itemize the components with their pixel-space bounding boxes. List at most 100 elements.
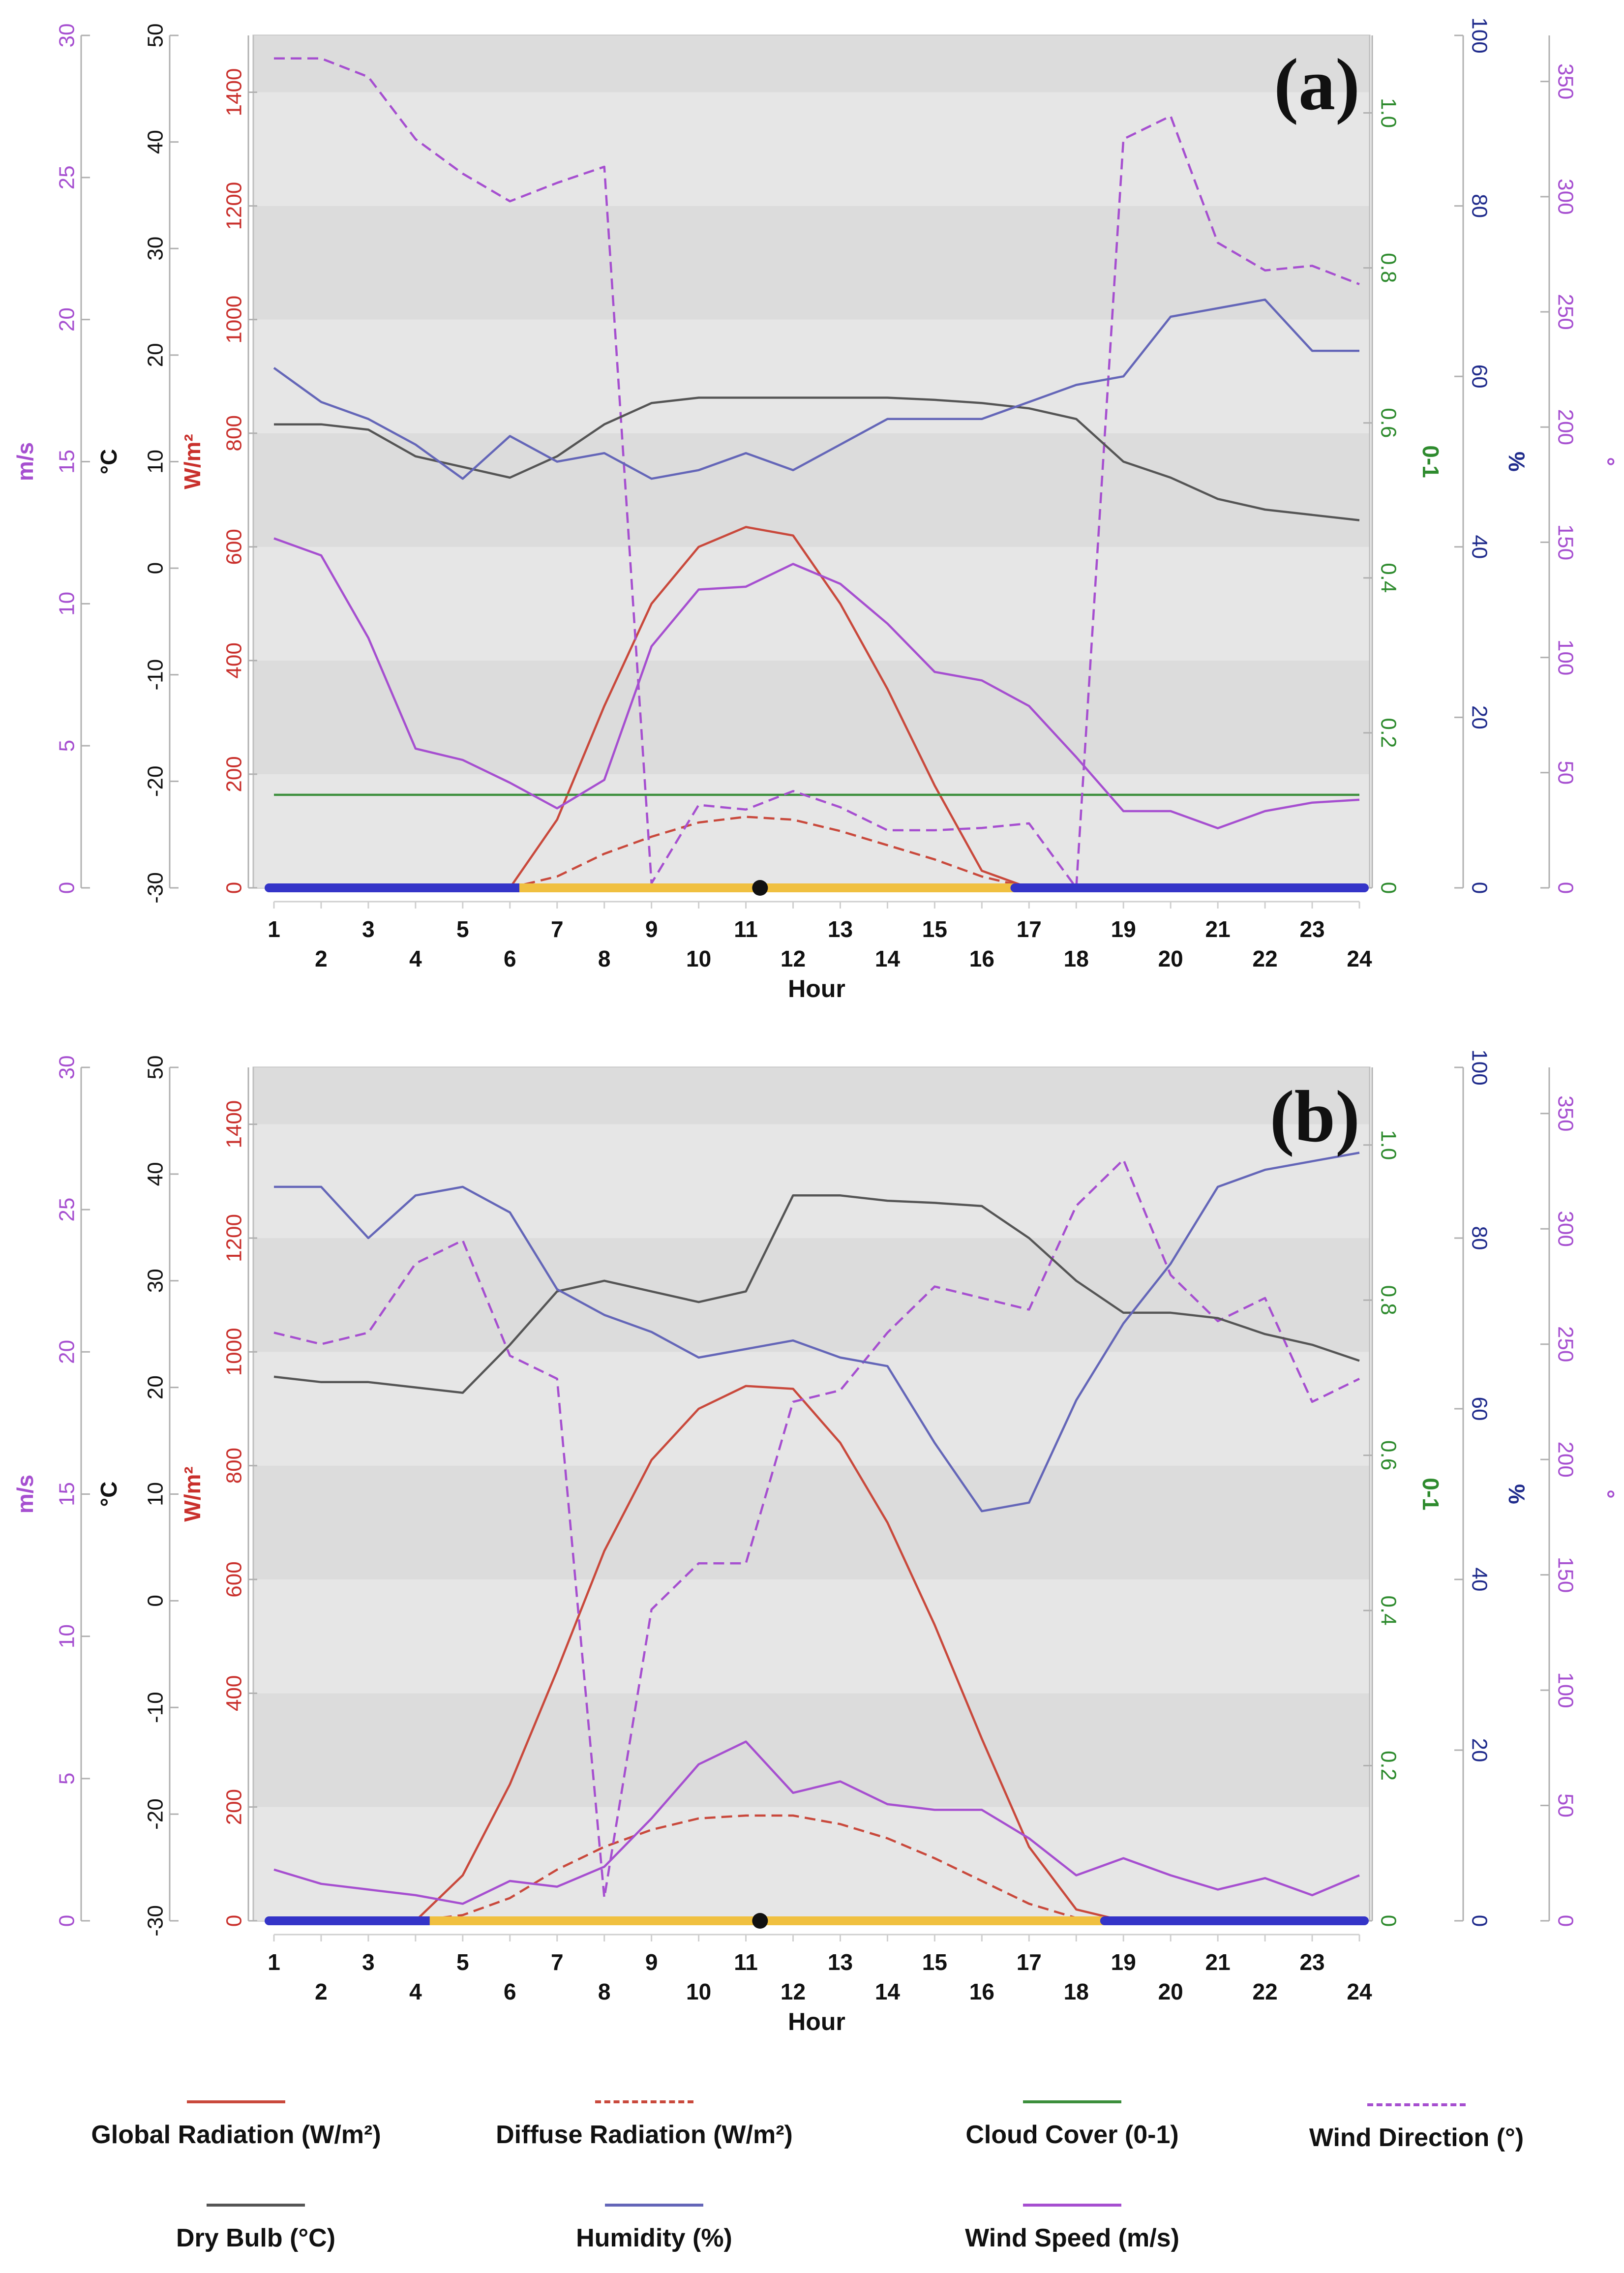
x-tick-label: 22 [1253,946,1278,971]
tick-label: 100 [1553,639,1577,675]
legend-item-wind-direction: Wind Direction (°) [1244,2103,1589,2152]
axis-title: ° [1594,1489,1619,1498]
tick-label: 0.8 [1376,253,1400,283]
axis-title: °C [96,1482,121,1507]
tick-label: 0 [222,1915,246,1927]
tick-label: 0 [1467,882,1491,894]
tick-label: 0 [1376,1915,1400,1927]
grid-band [254,433,1369,547]
tick-label: 1000 [222,296,246,344]
tick-label: 800 [222,1448,246,1484]
tick-label: 0.8 [1376,1285,1400,1315]
tick-label: 300 [1553,179,1577,214]
x-tick-label: 19 [1111,1949,1136,1975]
x-tick-label: 10 [686,946,711,971]
tick-label: 40 [144,130,168,154]
axis-title: 0-1 [1418,1478,1444,1510]
grid-band [254,92,1369,206]
tick-label: -30 [144,1905,168,1937]
tick-label: 20 [1467,705,1491,729]
x-tick-label: 4 [409,1979,422,2004]
tick-label: 400 [222,642,246,678]
legend-item-cloud-cover: Cloud Cover (0-1) [900,2100,1244,2150]
panel-b: 051015202530m/s-30-20-1001020304050°C020… [12,1049,1619,2035]
grid-band [254,319,1369,433]
axis-title: 0-1 [1418,445,1444,478]
x-tick-label: 20 [1158,946,1183,971]
x-tick-label: 18 [1064,1979,1089,2004]
x-tick-label: 23 [1299,1949,1324,1975]
grid-band [254,774,1369,888]
tick-label: 50 [144,1056,168,1080]
tick-label: 200 [1553,1441,1577,1477]
x-tick-label: 1 [268,916,280,942]
legend-item-wind-speed: Wind Speed (m/s) [900,2204,1244,2253]
series-line-wind-direction [273,1158,1360,1899]
x-tick-label: 7 [551,1949,564,1975]
grid-band [254,1465,1369,1579]
tick-label: 0.6 [1376,408,1400,438]
tick-label: 400 [222,1675,246,1711]
solar-noon-marker [752,1913,768,1929]
tick-label: 0 [144,562,168,574]
legend-label-dry-bulb: Dry Bulb (°C) [176,2224,336,2252]
tick-label: 350 [1553,1095,1577,1131]
tick-label: 80 [1467,1226,1491,1250]
tick-label: 600 [222,529,246,565]
axis-cloud: 0 0.2 0.4 0.6 0.8 1.0 0-1 [1363,35,1444,894]
tick-label: 10 [144,1482,168,1506]
series-line-wind-speed-m-s [273,1740,1360,1905]
tick-label: 30 [144,237,168,261]
axis-title: % [1504,1484,1530,1504]
legend-label-humidity: Humidity (%) [576,2224,732,2252]
x-axis: 1 3 5 7 9 11 13 15 17 19 21 232 4 6 8 10 12 14 16 18 20 22 24H… [268,1934,1372,2035]
solar-noon-marker [752,880,768,896]
grid-band [254,1579,1369,1694]
tick-label: 50 [144,24,168,48]
tick-label: 800 [222,415,246,451]
axis-wind-direction: 0 50 100 150 200 250 300 350 ° [1540,35,1619,894]
axis-title: m/s [12,1475,38,1514]
tick-label: 1.0 [1376,1130,1400,1160]
axis-wind-speed: 0 5 10 15 20 25 30 m/s [12,1056,90,1927]
legend: Global Radiation (W/m²) Diffuse Radiatio… [0,2081,1624,2273]
axis-title: W/m² [180,1466,205,1521]
legend-swatch-global-radiation [187,2100,285,2103]
tick-label: 80 [1467,194,1491,218]
x-tick-label: 5 [456,1949,469,1975]
tick-label: 0 [1553,1915,1577,1927]
tick-label: -20 [144,766,168,797]
x-axis-title: Hour [788,975,845,1002]
axis-wind-speed: 0 5 10 15 20 25 30 m/s [12,24,90,894]
x-axis-title: Hour [788,2008,845,2035]
x-tick-label: 22 [1253,1979,1278,2004]
legend-label-wind-direction: Wind Direction (°) [1309,2123,1524,2152]
x-tick-label: 9 [645,1949,658,1975]
panel-label: (a) [1274,44,1360,125]
tick-label: 25 [55,1198,79,1222]
x-tick-label: 21 [1205,1949,1231,1975]
tick-label: 40 [1467,1568,1491,1592]
x-tick-label: 15 [922,916,947,942]
axis-humidity: 0 20 40 60 80 100% [1454,1049,1530,1927]
x-tick-label: 13 [828,916,853,942]
tick-label: 200 [222,1789,246,1825]
tick-label: 5 [55,740,79,752]
axis-title: % [1504,452,1530,472]
tick-label: 20 [1467,1738,1491,1762]
tick-label: 1200 [222,1214,246,1262]
tick-label: 15 [55,1482,79,1506]
x-tick-label: 11 [734,916,758,942]
legend-item-global-radiation: Global Radiation (W/m²) [64,2100,408,2150]
tick-label: 20 [144,1375,168,1399]
tick-label: 200 [1553,409,1577,445]
tick-label: 0.2 [1376,1751,1400,1781]
tick-label: 0 [1553,882,1577,894]
tick-label: 25 [55,165,79,189]
grid-band [254,1067,1369,1124]
series-line-wind-speed-m-s [273,537,1360,829]
legend-swatch-diffuse-radiation [595,2100,693,2103]
axis-radiation: 0 200 400 600 800 1000 1200 1400 W/m² [180,35,257,894]
x-tick-label: 23 [1299,916,1324,942]
